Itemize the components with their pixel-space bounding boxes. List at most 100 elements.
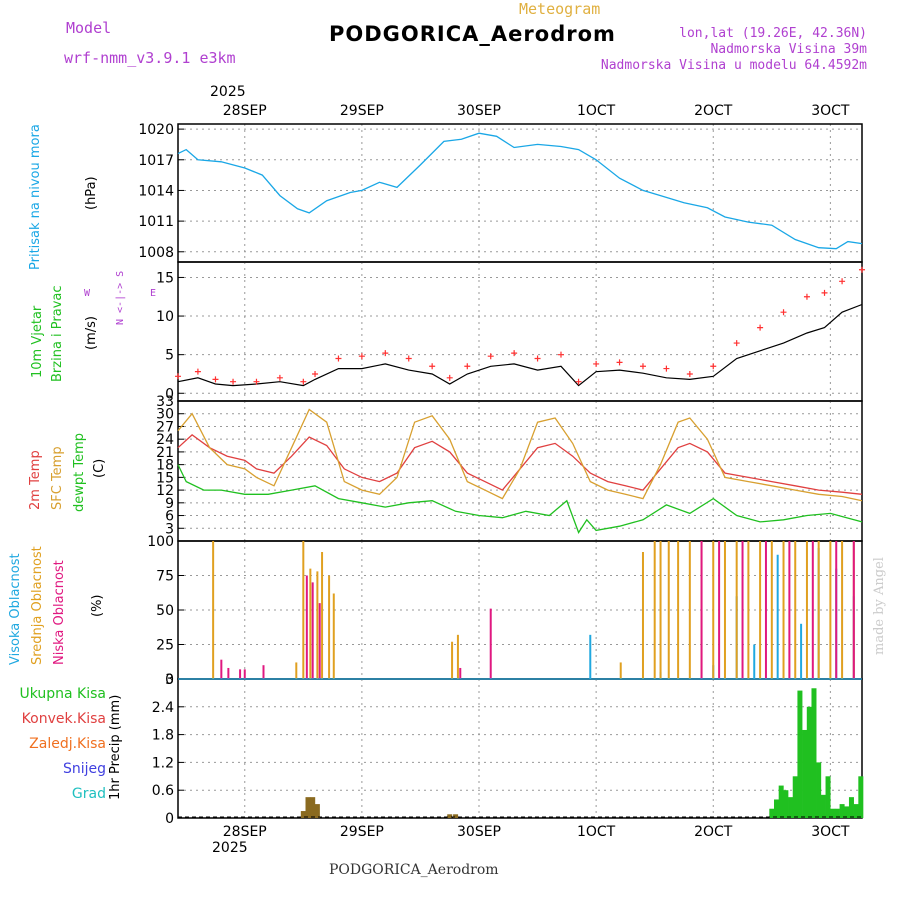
precip-total-bar [830,808,836,818]
precip-conv-bar [310,797,316,818]
year-bottom: 2025 [212,840,248,856]
x-label-bottom: 3OCT [811,824,850,840]
dewpt-line [177,464,863,534]
x-label-top: 30SEP [457,103,501,119]
wind-gust-marker [335,355,342,362]
cloud-ytick-label: 25 [156,638,174,654]
temp-ytick-label: 21 [156,445,174,461]
pressure-ytick-label: 1014 [138,183,174,199]
precip-ytick-label: 1.8 [152,728,174,744]
wind-gust-marker [487,353,494,360]
precip-total-bar [802,729,808,818]
model-name: wrf-nmm_v3.9.1 e3km [64,49,236,67]
precip-conv-bar [453,814,459,818]
pressure-ytick-label: 1008 [138,245,174,261]
precip-ytick-label: 2.4 [152,700,174,716]
pressure-ytick-label: 1020 [138,122,174,138]
precip-total-bar [853,804,859,818]
year-top: 2025 [210,84,246,100]
wind-gust-marker [663,365,670,372]
temp-ytick-label: 15 [156,470,174,486]
wind-gust-marker [821,289,828,296]
precip-legend-total: Ukupna Kisa [19,686,106,702]
wind-gust-marker [803,293,810,300]
precip-total-bar [788,797,794,818]
wind-gust-marker [230,378,237,385]
precip-total-bar [825,776,831,818]
page-title: PODGORICA_Aerodrom [329,22,616,46]
temp-ytick-label: 3 [165,521,174,537]
wind-compass-w: W [84,288,91,299]
x-label-top: 3OCT [811,103,850,119]
precip-panel-frame [177,678,863,819]
sfc-temp-line [177,408,863,502]
x-label-bottom: 1OCT [577,824,616,840]
wind-gust-marker [358,353,365,360]
temp-ytick-label: 12 [156,483,174,499]
wind-speed-line [177,303,863,387]
wind-ytick-label: 10 [156,309,174,325]
precip-conv-bar [447,814,453,818]
temp-ytick-label: 30 [156,407,174,423]
model-altitude: Nadmorska Visina u modelu 64.4592m [600,58,867,73]
wind-compass-e: E [150,288,157,299]
wind-gust-marker [839,278,846,285]
wind-gust-marker [405,355,412,362]
precip-total-bar [792,776,798,818]
wind-gust-marker [446,374,453,381]
lonlat: lon,lat (19.26E, 42.36N) [679,26,867,41]
wind-gust-marker [575,378,582,385]
x-label-bottom: 2OCT [694,824,733,840]
model-label: Model [66,19,112,37]
precip-total-bar [811,688,817,818]
precip-legend-conv: Konvek.Kisa [21,711,106,727]
precip-total-bar [839,804,845,818]
precip-legend-snow: Snijeg [62,761,106,777]
wind-ytick-label: 15 [156,270,174,286]
wind-gust-marker [194,368,201,375]
precip-conv-bar [300,811,306,818]
precip-total-bar [806,706,812,818]
wind-gust-marker [639,363,646,370]
wind-gust-marker [253,378,260,385]
wind-gust-marker [859,266,865,273]
wind-gust-marker [686,370,693,377]
precip-ytick-label: 3 [165,672,174,688]
precip-conv-bar [314,804,320,818]
x-label-top: 29SEP [340,103,384,119]
precip-ytick-label: 0.6 [152,783,174,799]
precip-total-bar [797,690,803,818]
precip-total-bar [769,808,775,818]
x-label-bottom: 28SEP [223,824,267,840]
wind-gust-marker [780,309,787,316]
wind-gust-marker [710,363,717,370]
wind-gust-marker [593,360,600,367]
precip-total-bar [778,785,784,818]
precip-total-bar [844,806,850,818]
wind-gust-marker [733,340,740,347]
wind-gust-marker [212,376,219,383]
precip-ytick-label: 1.2 [152,755,174,771]
x-label-bottom: 30SEP [457,824,501,840]
precip-legend-grad: Grad [71,786,106,802]
temp-ytick-label: 6 [165,509,174,525]
subtitle: Meteogram [519,0,601,18]
pressure-panel-frame [177,123,863,263]
wind-gust-marker [429,363,436,370]
precip-total-bar [783,790,789,818]
wind-gust-marker [757,324,764,331]
pressure-line [177,132,863,250]
precip-legend-frozen: Zaledj.Kisa [29,736,106,752]
precip-total-bar [848,797,854,818]
pressure-ytick-label: 1017 [138,153,174,169]
temp-ytick-label: 33 [156,394,174,410]
temp-ytick-label: 24 [156,432,174,448]
temp-ytick-label: 18 [156,458,174,474]
precip-total-bar [816,762,822,818]
x-label-top: 28SEP [223,103,267,119]
precip-total-bar [774,799,779,818]
cloud-ytick-label: 100 [147,534,174,550]
wind-gust-marker [464,363,471,370]
precip-total-bar [834,808,840,818]
